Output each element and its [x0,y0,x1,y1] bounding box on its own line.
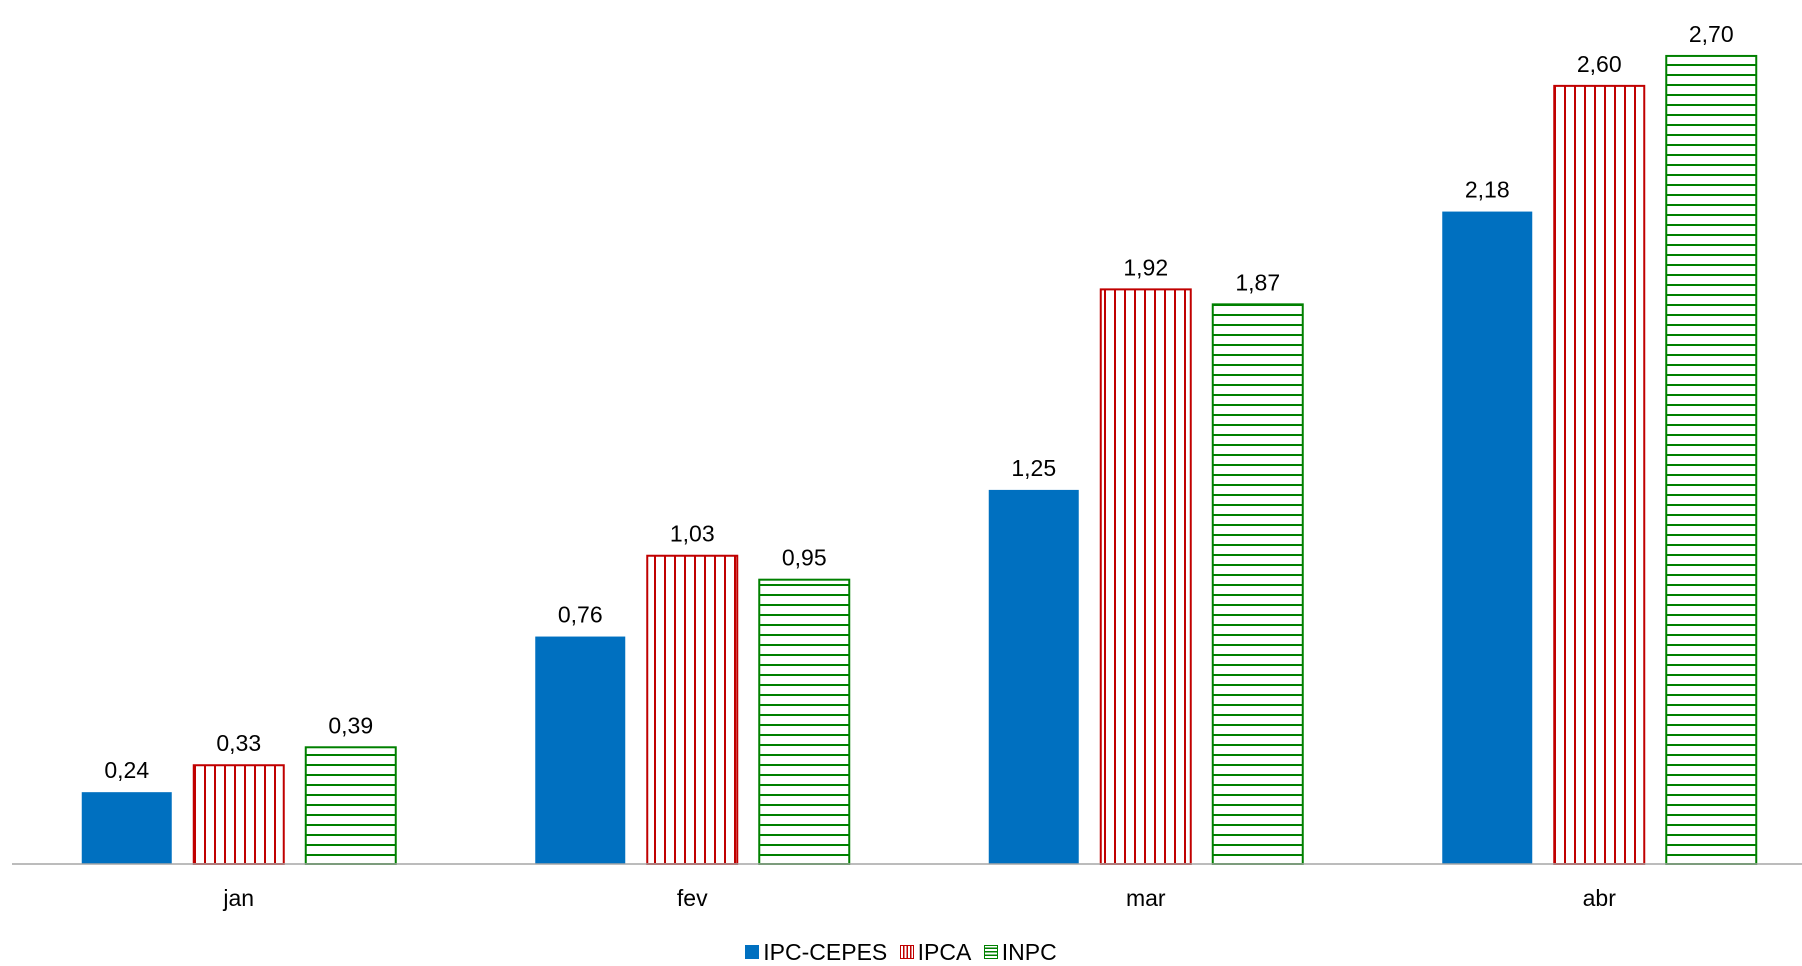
legend-label-ipca: IPCA [917,938,972,965]
bar-ipca-jan [192,764,285,866]
bar-inpc-mar [1211,303,1304,865]
bar-ipc-cepes-abr [1442,211,1533,864]
legend-label-ipc-cepes: IPC-CEPES [763,938,888,965]
category-label-jan: jan [222,885,254,911]
value-label-ipca-fev: 1,03 [670,521,715,547]
bars-group [81,54,1758,866]
bar-ipc-cepes-fev [535,636,626,864]
bar-ipca-fev [646,554,739,866]
legend-item-ipca: IPCA [899,938,972,966]
value-label-ipca-mar: 1,92 [1123,254,1168,280]
value-label-ipc-cepes-abr: 2,18 [1465,177,1510,203]
bar-ipca-abr [1553,84,1646,866]
legend-swatch-ipc-cepes [745,945,760,959]
value-label-ipc-cepes-jan: 0,24 [104,757,149,783]
chart-area: 0,24 0,33 0,39 0,76 1,03 0,95 1,25 1,92 1,87 2,18… [12,21,1802,911]
legend-item-ipc-cepes: IPC-CEPES [745,939,887,966]
category-label-mar: mar [1126,885,1166,911]
bar-ipc-cepes-mar [988,489,1079,864]
value-labels-group: 0,24 0,33 0,39 0,76 1,03 0,95 1,25 1,92 1,87 2,18… [104,21,1733,783]
value-label-ipca-abr: 2,60 [1577,51,1622,77]
legend-label-inpc: INPC [1001,938,1057,965]
bar-ipca-mar [1099,288,1192,865]
value-label-inpc-jan: 0,39 [328,712,373,738]
bar-inpc-abr [1665,54,1758,866]
bar-inpc-jan [304,746,397,865]
bar-ipc-cepes-jan [81,792,172,864]
value-label-ipc-cepes-fev: 0,76 [558,602,603,628]
bar-inpc-fev [758,578,851,866]
value-label-inpc-fev: 0,95 [782,545,827,571]
legend-item-inpc: INPC [983,938,1057,966]
legend-swatch-ipca [899,945,914,959]
category-label-fev: fev [677,885,708,911]
category-labels-group: jan fev mar abr [222,885,1616,911]
value-label-inpc-abr: 2,70 [1689,21,1734,47]
category-label-abr: abr [1583,885,1617,911]
value-label-inpc-mar: 1,87 [1235,269,1280,295]
legend: IPC-CEPES IPCA INPC [0,938,1802,966]
value-label-ipc-cepes-mar: 1,25 [1011,455,1056,481]
legend-swatch-inpc [983,945,998,959]
value-label-ipca-jan: 0,33 [216,730,261,756]
